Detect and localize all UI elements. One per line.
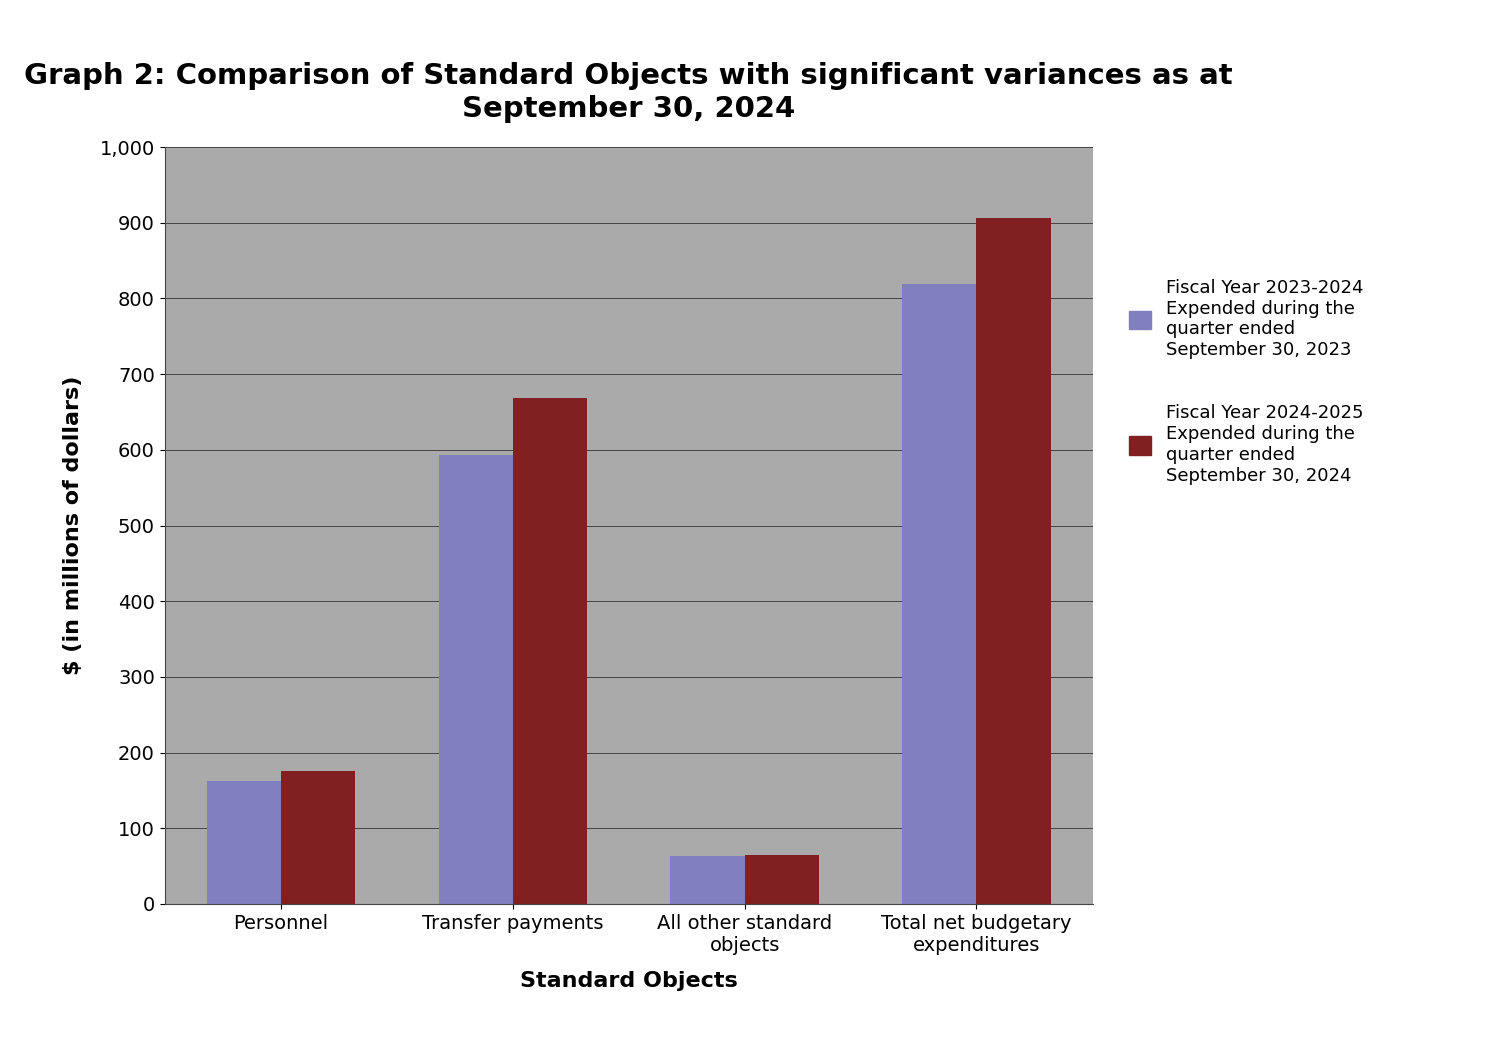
Bar — [207, 781, 281, 904]
Title: Graph 2: Comparison of Standard Objects with significant variances as at
Septemb: Graph 2: Comparison of Standard Objects … — [24, 62, 1234, 123]
Bar — [281, 771, 355, 904]
Y-axis label: $ (in millions of dollars): $ (in millions of dollars) — [63, 376, 82, 675]
Bar — [903, 284, 976, 904]
Bar — [976, 218, 1051, 904]
Bar — [671, 857, 744, 904]
Bar — [513, 398, 587, 904]
Legend: Fiscal Year 2023-2024
Expended during the
quarter ended
September 30, 2023, Fisc: Fiscal Year 2023-2024 Expended during th… — [1120, 270, 1373, 494]
X-axis label: Standard Objects: Standard Objects — [519, 971, 738, 991]
Bar — [439, 455, 513, 904]
Bar — [744, 854, 819, 904]
